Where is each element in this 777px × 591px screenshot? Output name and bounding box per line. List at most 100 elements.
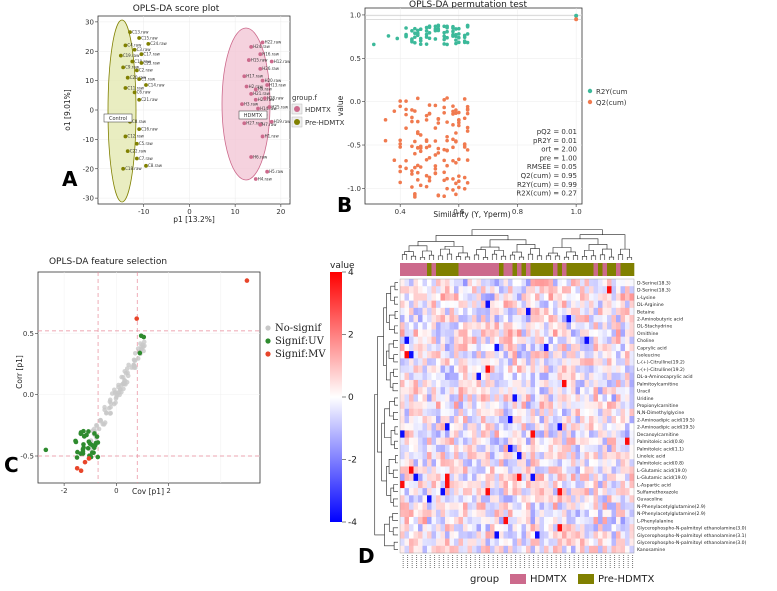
q2-point — [418, 165, 423, 169]
heatmap-cell — [557, 293, 563, 301]
heatmap-cell — [413, 524, 419, 532]
heatmap-cell — [427, 473, 432, 482]
q2-point — [442, 158, 446, 163]
heatmap-cell — [458, 372, 464, 381]
heatmap-cell — [593, 379, 599, 388]
heatmap-cell — [458, 365, 464, 374]
heatmap-cell — [526, 437, 531, 446]
signif-mv-point — [82, 459, 88, 465]
q2-point — [451, 123, 455, 127]
heatmap-cell — [616, 452, 621, 460]
heatmap-cell — [463, 524, 468, 532]
heatmap-cell — [494, 437, 500, 446]
heatmap-cell — [557, 545, 563, 554]
heatmap-cell — [422, 423, 428, 431]
heatmap-cell — [409, 286, 414, 294]
heatmap-cell — [607, 430, 612, 438]
heatmap-cell — [625, 387, 630, 395]
r2y-point — [413, 31, 417, 36]
heatmap-cell — [467, 293, 473, 301]
heatmap-cell — [440, 279, 446, 287]
heatmap-cell — [535, 444, 540, 453]
r2y-point — [454, 38, 458, 42]
heatmap-cell — [580, 516, 585, 525]
row-dendrogram-branch — [394, 311, 398, 319]
heatmap-cell — [449, 444, 455, 453]
heatmap-cell — [409, 502, 414, 511]
heatmap-cell — [409, 488, 414, 496]
group-bar-cell — [418, 263, 423, 276]
heatmap-cell — [431, 444, 437, 453]
heatmap-cell — [499, 524, 504, 532]
heatmap-cell — [431, 372, 437, 381]
heatmap-cell — [431, 480, 437, 489]
heatmap-cell — [625, 416, 630, 424]
heatmap-cell — [598, 401, 603, 410]
legend-signif-mv-label: Signif:MV — [275, 349, 326, 360]
heatmap-row-label: Uracil — [637, 389, 650, 395]
heatmap-cell — [485, 394, 491, 402]
heatmap-cell — [521, 444, 527, 453]
heatmap-cell — [436, 286, 441, 294]
column-dendrogram-branch — [552, 247, 572, 254]
heatmap-cell — [526, 329, 531, 337]
heatmap-cell — [557, 416, 563, 424]
heatmap-cell — [467, 394, 473, 402]
heatmap-cell — [454, 379, 459, 388]
heatmap-cell — [512, 300, 518, 309]
heatmap-cell — [472, 307, 477, 316]
heatmap-cell — [517, 531, 522, 539]
heatmap-cell — [625, 343, 630, 352]
heatmap-cell — [584, 315, 590, 323]
legend-r2y-marker — [587, 88, 593, 94]
heatmap-cell — [494, 401, 500, 410]
heatmap-cell — [607, 495, 612, 503]
q2-point — [413, 191, 417, 196]
panel-letter-c: C — [4, 453, 19, 477]
panel-c-legend: No-signif Signif:UV Signif:MV — [265, 323, 326, 360]
heatmap-cell — [458, 286, 464, 294]
heatmap-cell — [467, 509, 473, 518]
heatmap-cell — [521, 452, 527, 460]
heatmap-cell — [616, 502, 621, 511]
q2-point — [462, 175, 467, 180]
score-point — [244, 84, 249, 89]
heatmap-cell — [485, 365, 491, 374]
heatmap-cell — [548, 423, 554, 431]
group-bar-cell — [413, 263, 419, 276]
heatmap-cell — [413, 408, 419, 417]
heatmap-cell — [409, 495, 414, 503]
heatmap-cell — [580, 473, 585, 482]
heatmap-cell — [548, 372, 554, 381]
score-point — [249, 44, 254, 49]
heatmap-cell — [427, 394, 432, 402]
heatmap-cell — [562, 351, 567, 359]
heatmap-cell — [553, 531, 558, 539]
heatmap-cell — [494, 531, 500, 539]
heatmap-cell — [458, 394, 464, 402]
heatmap-cell — [481, 444, 486, 453]
heatmap-cell — [611, 430, 617, 438]
group-bar-cell — [625, 263, 630, 276]
heatmap-cell — [472, 358, 477, 366]
heatmap-cell — [427, 279, 432, 287]
score-point-label: C21.raw — [141, 97, 158, 102]
panel-c-plot-area — [37, 271, 261, 484]
heatmap-cell — [571, 315, 576, 323]
heatmap-cell — [544, 358, 549, 366]
heatmap-cell — [557, 408, 563, 417]
q2-point — [436, 193, 441, 197]
group-bar-cell — [467, 263, 473, 276]
heatmap-cell — [562, 387, 567, 395]
row-dendrogram-branch — [392, 469, 398, 478]
heatmap-cell — [472, 502, 477, 511]
score-point — [144, 163, 148, 168]
score-point-label: C18.raw — [125, 166, 142, 171]
heatmap-cell — [409, 279, 414, 287]
heatmap-cell — [476, 531, 482, 539]
heatmap-cell — [607, 538, 612, 547]
score-point-label: H27.raw — [246, 121, 263, 126]
a-ytick-label: -20 — [83, 165, 94, 173]
heatmap-cell — [467, 343, 473, 352]
no-signif-point — [106, 405, 112, 411]
